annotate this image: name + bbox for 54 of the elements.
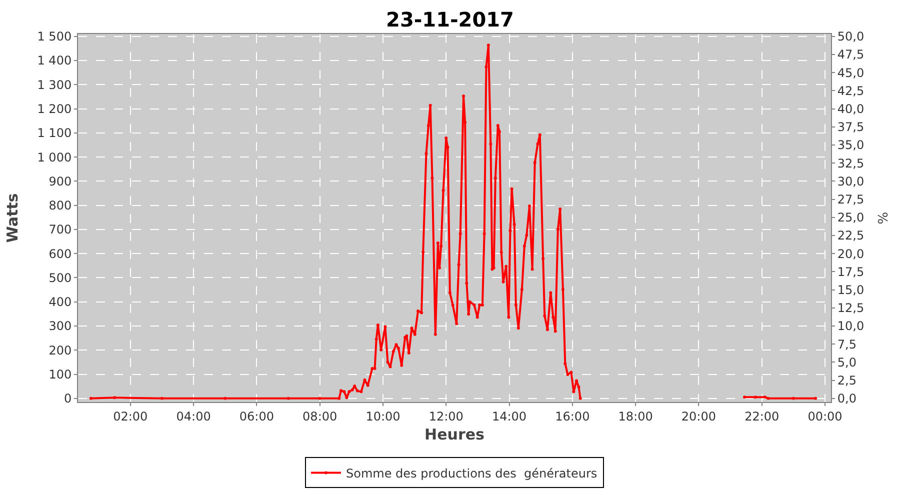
y-tick-label: 1 200: [37, 102, 72, 116]
y-tick-label: 100: [48, 367, 72, 382]
y-axis-title: Watts: [3, 193, 22, 243]
x-axis-title: Heures: [424, 425, 485, 444]
y2-tick-label: 5,0: [837, 355, 856, 370]
y2-tick-label: 37,5: [837, 120, 864, 134]
x-tick-label: 22:00: [744, 409, 780, 424]
legend-label: Somme des productions des générateurs: [346, 466, 598, 480]
y2-tick-label: 20,0: [837, 246, 864, 261]
y2-tick-label: 30,0: [837, 174, 864, 188]
y-tick-label: 300: [48, 319, 72, 334]
y2-tick-label: 45,0: [837, 66, 864, 80]
x-tick-label: 20:00: [681, 409, 716, 424]
y-tick-label: 600: [48, 246, 72, 261]
x-tick-label: 16:00: [555, 409, 590, 424]
x-tick-label: 14:00: [492, 409, 527, 424]
y2-tick-label: 50,0: [837, 30, 864, 44]
y-tick-label: 700: [48, 222, 72, 237]
x-tick-label: 04:00: [176, 409, 211, 424]
x-tick-label: 06:00: [239, 409, 274, 424]
y-tick-label: 0: [64, 392, 72, 406]
y-tick-label: 1 000: [37, 150, 72, 164]
y2-tick-label: 17,5: [837, 264, 864, 279]
y2-tick-label: 22,5: [837, 228, 864, 243]
y2-tick-label: 40,0: [837, 102, 864, 116]
x-tick-label: 00:00: [808, 409, 842, 424]
y2-tick-label: 0,0: [837, 392, 856, 406]
y2-tick-label: 12,5: [837, 301, 864, 316]
x-tick-label: 12:00: [428, 409, 464, 424]
y-tick-label: 900: [48, 174, 72, 188]
x-tick-label: 02:00: [113, 409, 148, 424]
chart-title: 23-11-2017: [386, 8, 514, 32]
y2-tick-label: 47,5: [837, 48, 864, 62]
x-tick-label: 08:00: [302, 409, 338, 424]
y2-tick-label: 15,0: [837, 282, 864, 297]
y-tick-label: 1 300: [37, 78, 72, 92]
y2-tick-label: 10,0: [837, 319, 864, 334]
y-tick-label: 800: [48, 198, 72, 213]
x-tick-label: 10:00: [366, 409, 400, 424]
y-tick-label: 1 100: [37, 126, 72, 140]
y-tick-label: 200: [48, 343, 72, 358]
y-tick-label: 1 400: [37, 54, 72, 68]
y2-tick-label: 25,0: [837, 210, 864, 225]
y2-axis-title: %: [876, 212, 892, 224]
y2-tick-label: 2,5: [837, 373, 856, 388]
y2-tick-label: 35,0: [837, 138, 864, 152]
y-tick-label: 400: [48, 295, 72, 310]
y-tick-label: 500: [48, 270, 72, 285]
y2-tick-label: 27,5: [837, 192, 864, 206]
x-tick-label: 18:00: [618, 409, 653, 424]
y2-tick-label: 42,5: [837, 84, 864, 98]
y-tick-label: 1 500: [37, 30, 72, 44]
y2-tick-label: 32,5: [837, 156, 864, 170]
y2-tick-label: 7,5: [837, 337, 856, 352]
